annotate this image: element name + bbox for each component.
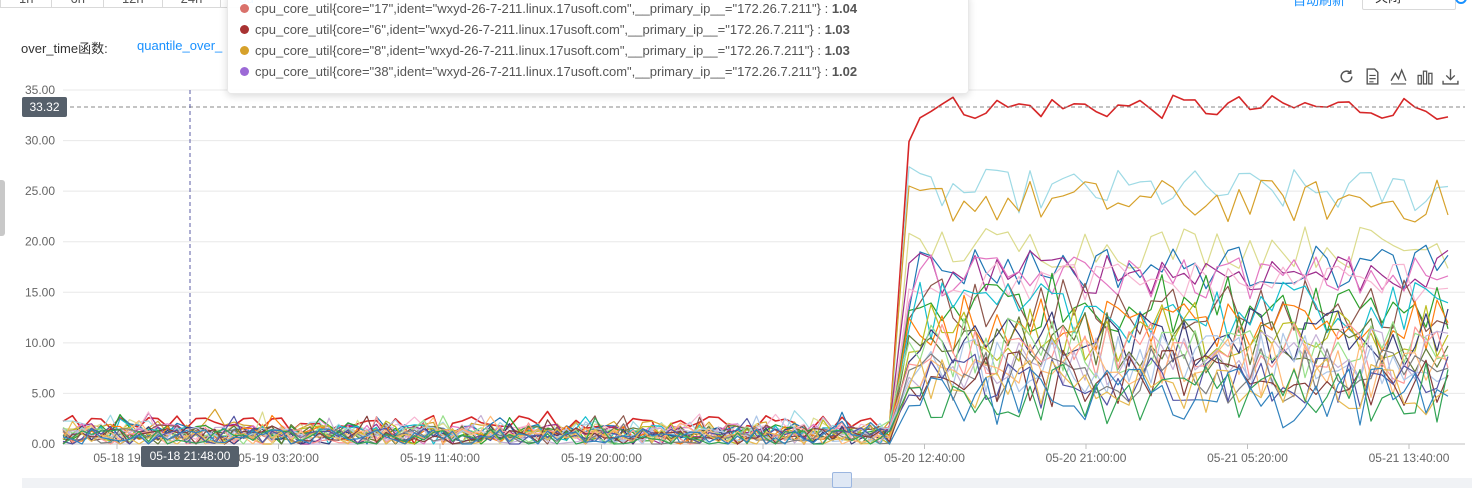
series-line xyxy=(62,166,1449,445)
series-line xyxy=(62,367,1449,445)
y-tick-label: 30.00 xyxy=(25,134,55,148)
auto-refresh-label[interactable]: 自动刷新 xyxy=(1293,0,1346,8)
tooltip-series-value: 1.03 xyxy=(824,22,850,37)
tooltip-series-name: cpu_core_util{core="38",ident="wxyd-26-7… xyxy=(255,64,832,79)
x-tick-label: 05-19 03:20:00 xyxy=(238,451,319,465)
tooltip-series-name: cpu_core_util{core="17",ident="wxyd-26-7… xyxy=(255,1,832,16)
series-line xyxy=(62,307,1449,445)
tooltip-row: cpu_core_util{core="38",ident="wxyd-26-7… xyxy=(240,64,857,79)
tooltip-row: cpu_core_util{core="8",ident="wxyd-26-7-… xyxy=(240,43,850,58)
tooltip-series-value: 1.04 xyxy=(831,1,858,16)
tooltip-series-name: cpu_core_util{core="8",ident="wxyd-26-7-… xyxy=(255,43,825,58)
x-tick-label: 05-20 12:40:00 xyxy=(884,451,965,465)
tooltip-series-value: 1.03 xyxy=(824,43,850,58)
y-tick-label: 35.00 xyxy=(25,83,55,97)
range-tab-1h[interactable]: 1h xyxy=(0,0,53,8)
time-brush-bar[interactable] xyxy=(22,478,1472,488)
tooltip-row: cpu_core_util{core="17",ident="wxyd-26-7… xyxy=(240,1,857,16)
chart-toolbar xyxy=(1338,68,1459,85)
series-color-dot xyxy=(240,46,249,55)
crosshair-x-value: 05-18 21:48:00 xyxy=(141,446,239,467)
x-tick-label: 05-20 21:00:00 xyxy=(1046,451,1127,465)
series-color-dot xyxy=(240,4,249,13)
x-tick-label: 05-18 19 xyxy=(93,451,141,465)
settings-icon[interactable] xyxy=(1453,0,1469,6)
over-time-label: over_time函数: xyxy=(21,41,108,56)
tooltip-series-value: 1.02 xyxy=(831,64,858,79)
x-tick-label: 05-20 04:20:00 xyxy=(723,451,804,465)
series-color-dot xyxy=(240,67,249,76)
series-color-dot xyxy=(240,25,249,34)
x-tick-label: 05-21 13:40:00 xyxy=(1369,451,1450,465)
cpu-util-line-chart: 0.00 5.00 10.00 15.00 20.00 25.00 30.00 35.00 0… xyxy=(25,83,1465,465)
range-tab-24h[interactable]: 24h xyxy=(162,0,222,8)
chart-tooltip: cpu_core_util{core="17",ident="wxyd-26-7… xyxy=(227,0,969,94)
y-tick-label: 20.00 xyxy=(25,235,55,249)
line-chart-icon[interactable] xyxy=(1390,68,1407,85)
side-panel-handle[interactable] xyxy=(0,180,5,236)
y-tick-label: 10.00 xyxy=(25,336,55,350)
range-tab-12h[interactable]: 12h xyxy=(103,0,163,8)
tooltip-series-name: cpu_core_util{core="6",ident="wxyd-26-7-… xyxy=(255,22,825,37)
tooltip-row: cpu_core_util{core="6",ident="wxyd-26-7-… xyxy=(240,22,850,37)
time-brush-handle[interactable] xyxy=(832,472,852,488)
y-tick-label: 0.00 xyxy=(32,437,56,451)
series-line xyxy=(62,358,1449,445)
document-icon[interactable] xyxy=(1364,68,1381,85)
series-line xyxy=(62,353,1449,445)
x-tick-label: 05-21 05:20:00 xyxy=(1207,451,1288,465)
refresh-icon[interactable] xyxy=(1338,68,1355,85)
series-line xyxy=(62,179,1449,445)
x-tick-label: 05-19 20:00:00 xyxy=(561,451,642,465)
x-tick-label: 05-19 11:40:00 xyxy=(400,451,480,465)
series-line xyxy=(62,332,1449,445)
y-tick-label: 15.00 xyxy=(25,285,55,299)
crosshair-y-value: 33.32 xyxy=(22,97,67,117)
over-time-function-select[interactable]: quantile_over_ xyxy=(137,38,223,53)
range-tab-6h[interactable]: 6h xyxy=(52,0,104,8)
download-icon[interactable] xyxy=(1442,68,1459,85)
bar-chart-icon[interactable] xyxy=(1416,68,1433,85)
refresh-interval-select[interactable]: 关闭 xyxy=(1362,0,1456,10)
y-tick-label: 5.00 xyxy=(32,386,56,400)
series-line xyxy=(62,346,1449,445)
y-tick-label: 25.00 xyxy=(25,184,55,198)
series-line xyxy=(62,94,1449,445)
